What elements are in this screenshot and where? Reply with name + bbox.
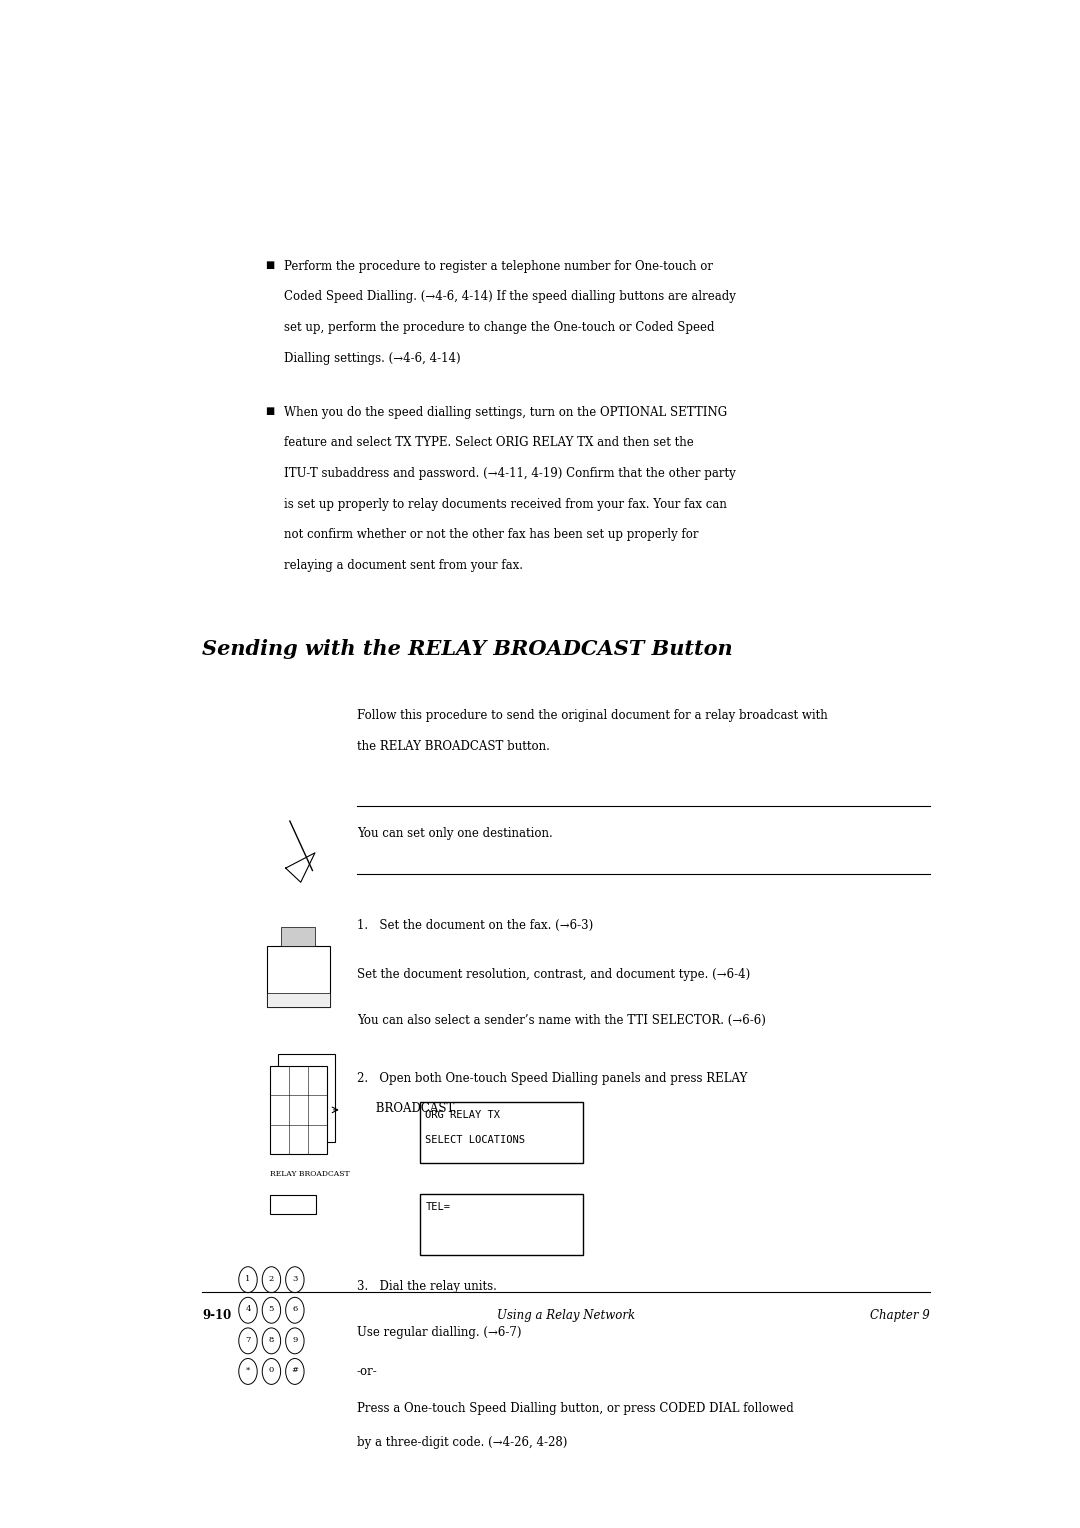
Text: 0: 0 <box>269 1366 274 1374</box>
Text: 6: 6 <box>293 1305 297 1313</box>
FancyBboxPatch shape <box>270 1195 315 1215</box>
Text: SELECT LOCATIONS: SELECT LOCATIONS <box>426 1135 526 1144</box>
Text: When you do the speed dialling settings, turn on the OPTIONAL SETTING: When you do the speed dialling settings,… <box>284 406 727 419</box>
Text: Chapter 9: Chapter 9 <box>870 1309 930 1322</box>
Text: 9-10: 9-10 <box>202 1309 231 1322</box>
Text: ORG RELAY TX: ORG RELAY TX <box>426 1111 500 1120</box>
Text: 7: 7 <box>245 1335 251 1343</box>
Text: not confirm whether or not the other fax has been set up properly for: not confirm whether or not the other fax… <box>284 529 699 541</box>
Text: ■: ■ <box>265 260 274 270</box>
Text: *: * <box>246 1366 251 1374</box>
FancyBboxPatch shape <box>420 1102 583 1163</box>
Text: Perform the procedure to register a telephone number for One-touch or: Perform the procedure to register a tele… <box>284 260 713 274</box>
Text: Coded Speed Dialling. (→4-6, 4-14) If the speed dialling buttons are already: Coded Speed Dialling. (→4-6, 4-14) If th… <box>284 290 735 304</box>
FancyBboxPatch shape <box>281 927 315 946</box>
FancyBboxPatch shape <box>420 1193 583 1254</box>
Text: -or-: -or- <box>356 1366 378 1378</box>
Text: 3: 3 <box>293 1274 298 1282</box>
Text: #: # <box>292 1366 298 1374</box>
Text: ITU-T subaddress and password. (→4-11, 4-19) Confirm that the other party: ITU-T subaddress and password. (→4-11, 4… <box>284 468 735 480</box>
Text: TEL=: TEL= <box>426 1203 450 1212</box>
Text: 1.   Set the document on the fax. (→6-3): 1. Set the document on the fax. (→6-3) <box>356 918 593 932</box>
Text: ■: ■ <box>265 406 274 416</box>
Text: You can also select a sender’s name with the TTI SELECTOR. (→6-6): You can also select a sender’s name with… <box>356 1013 766 1027</box>
Text: set up, perform the procedure to change the One-touch or Coded Speed: set up, perform the procedure to change … <box>284 321 715 335</box>
Text: RELAY BROADCAST: RELAY BROADCAST <box>270 1169 350 1178</box>
FancyBboxPatch shape <box>267 946 329 1007</box>
Text: 2.   Open both One-touch Speed Dialling panels and press RELAY: 2. Open both One-touch Speed Dialling pa… <box>356 1071 747 1085</box>
Text: Sending with the RELAY BROADCAST Button: Sending with the RELAY BROADCAST Button <box>202 639 732 659</box>
Text: the RELAY BROADCAST button.: the RELAY BROADCAST button. <box>356 740 550 753</box>
Text: Follow this procedure to send the original document for a relay broadcast with: Follow this procedure to send the origin… <box>356 709 827 723</box>
Text: feature and select TX TYPE. Select ORIG RELAY TX and then set the: feature and select TX TYPE. Select ORIG … <box>284 437 693 449</box>
Text: You can set only one destination.: You can set only one destination. <box>356 827 553 840</box>
Text: Press a One-touch Speed Dialling button, or press CODED DIAL followed: Press a One-touch Speed Dialling button,… <box>356 1403 794 1415</box>
Text: Dialling settings. (→4-6, 4-14): Dialling settings. (→4-6, 4-14) <box>284 351 460 365</box>
Text: by a three-digit code. (→4-26, 4-28): by a three-digit code. (→4-26, 4-28) <box>356 1436 567 1449</box>
Text: 5: 5 <box>269 1305 274 1313</box>
Text: BROADCAST.: BROADCAST. <box>356 1102 456 1115</box>
Text: 2: 2 <box>269 1274 274 1282</box>
Text: 8: 8 <box>269 1335 274 1343</box>
Text: Use regular dialling. (→6-7): Use regular dialling. (→6-7) <box>356 1326 522 1339</box>
Text: 1: 1 <box>245 1274 251 1282</box>
Text: Set the document resolution, contrast, and document type. (→6-4): Set the document resolution, contrast, a… <box>356 967 750 981</box>
FancyBboxPatch shape <box>279 1054 335 1143</box>
Text: 4: 4 <box>245 1305 251 1313</box>
FancyBboxPatch shape <box>267 993 329 1007</box>
Text: 3.   Dial the relay units.: 3. Dial the relay units. <box>356 1279 497 1293</box>
Text: 9: 9 <box>293 1335 298 1343</box>
Text: is set up properly to relay documents received from your fax. Your fax can: is set up properly to relay documents re… <box>284 498 727 510</box>
Text: relaying a document sent from your fax.: relaying a document sent from your fax. <box>284 559 523 571</box>
Text: Using a Relay Network: Using a Relay Network <box>497 1309 635 1322</box>
FancyBboxPatch shape <box>270 1067 326 1154</box>
